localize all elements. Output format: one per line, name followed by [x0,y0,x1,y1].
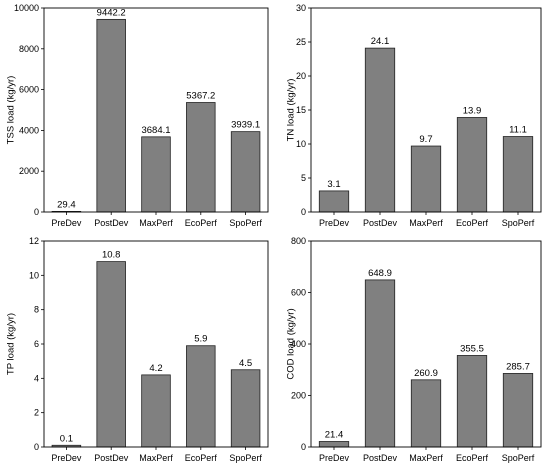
y-tick-label-tss-5: 10000 [14,3,39,13]
y-tick-label-tn-5: 25 [296,37,306,47]
bar-tn-ecoperf [456,117,488,213]
x-tick-label-tp-spoperf: SpoPerf [229,453,262,463]
y-tick-label-tn-1: 5 [301,173,306,183]
data-label-tss-predev: 29.4 [57,199,76,210]
y-tick-label-tp-6: 12 [29,236,39,246]
data-label-cod-postdev: 648.9 [368,268,392,279]
data-label-tp-maxperf: 4.2 [149,363,162,374]
bar-cod-spoperf [502,373,534,448]
bar-tn-predev [318,190,350,213]
y-tick-label-tn-2: 10 [296,139,306,149]
data-label-tss-ecoperf: 5367.2 [186,91,215,102]
x-tick-label-tss-ecoperf: EcoPerf [185,218,218,228]
data-label-tn-ecoperf: 13.9 [463,105,482,116]
bar-cod-ecoperf [456,355,488,448]
chart-panel-cod: 21.4 PreDev 648.9 PostDev 260.9 MaxPerf 355.5 E… [285,236,542,463]
y-tick-label-tn-3: 15 [296,105,306,115]
x-tick-label-tn-spoperf: SpoPerf [502,218,535,228]
plot-frame-tp [43,240,269,448]
y-tick-label-tp-3: 6 [34,339,39,349]
bar-tp-maxperf [141,374,171,448]
bar-tss-maxperf [141,136,171,213]
bar-tss-ecoperf [186,102,216,213]
x-tick-label-tp-maxperf: MaxPerf [139,453,173,463]
chart-panel-tn: 3.1 PreDev 24.1 PostDev 9.7 MaxPerf 13.9 EcoPer… [285,3,542,228]
y-tick-label-cod-0: 0 [301,442,306,452]
x-tick-label-tp-predev: PreDev [51,453,82,463]
x-tick-label-cod-postdev: PostDev [363,453,398,463]
y-tick-label-cod-3: 600 [291,288,306,298]
x-tick-label-tp-postdev: PostDev [94,453,129,463]
x-tick-label-cod-predev: PreDev [319,453,350,463]
bar-tn-postdev [364,47,396,213]
y-axis-title-tn: TN load (kg/yr) [285,79,296,142]
x-tick-label-tss-postdev: PostDev [94,218,129,228]
data-label-cod-ecoperf: 355.5 [460,343,484,354]
x-tick-label-cod-spoperf: SpoPerf [502,453,535,463]
data-label-tp-ecoperf: 5.9 [194,334,207,345]
y-tick-label-cod-4: 800 [291,236,306,246]
data-label-tn-predev: 3.1 [327,179,340,190]
x-tick-label-tss-spoperf: SpoPerf [229,218,262,228]
y-axis-title-tp: TP load (kg/yr) [5,313,16,375]
bar-tn-spoperf [502,136,534,213]
y-tick-label-cod-1: 200 [291,391,306,401]
bar-tp-spoperf [230,369,261,448]
data-label-cod-maxperf: 260.9 [414,368,438,379]
x-tick-label-tss-predev: PreDev [51,218,82,228]
x-tick-label-cod-maxperf: MaxPerf [409,453,443,463]
x-tick-label-tn-postdev: PostDev [363,218,398,228]
data-label-cod-predev: 21.4 [325,429,344,440]
y-tick-label-tss-0: 0 [34,207,39,217]
y-tick-label-tss-2: 4000 [19,125,39,135]
bar-cod-postdev [364,279,396,448]
y-tick-label-cod-2: 400 [291,339,306,349]
y-axis-title-cod: COD load (kg/yr) [285,308,296,379]
plot-frame-tn [310,7,542,213]
data-label-tss-postdev: 9442.2 [97,7,126,18]
bar-tss-spoperf [230,131,261,213]
data-label-tn-postdev: 24.1 [371,36,390,47]
data-label-tp-predev: 0.1 [60,433,73,444]
y-tick-label-tn-4: 20 [296,71,306,81]
data-label-tn-maxperf: 9.7 [419,134,432,145]
data-label-tn-spoperf: 11.1 [509,125,527,136]
chart-panel-tp: 0.1 PreDev 10.8 PostDev 4.2 MaxPerf 5.9 EcoPerf… [5,236,269,463]
bar-tn-maxperf [410,145,442,213]
bar-tp-postdev [96,261,126,448]
y-tick-label-tss-3: 6000 [19,85,39,95]
y-tick-label-tn-0: 0 [301,207,306,217]
y-tick-label-tp-0: 0 [34,442,39,452]
bar-tp-ecoperf [186,345,216,448]
x-tick-label-tp-ecoperf: EcoPerf [185,453,218,463]
x-tick-label-tn-maxperf: MaxPerf [409,218,443,228]
bar-tss-postdev [96,18,126,213]
chart-panel-tss: 29.4 PreDev 9442.2 PostDev 3684.1 MaxPerf 5367… [5,3,269,228]
y-tick-label-tp-4: 8 [34,305,39,315]
y-tick-label-tp-5: 10 [29,270,39,280]
data-label-tss-maxperf: 3684.1 [141,125,170,136]
y-axis-title-tss: TSS load (kg/yr) [5,76,16,145]
y-tick-label-tp-2: 4 [34,373,39,383]
plot-frame-cod [310,240,542,448]
x-tick-label-tn-predev: PreDev [319,218,350,228]
plot-frame-tss [43,7,269,213]
y-tick-label-tss-4: 8000 [19,44,39,54]
x-tick-label-tn-ecoperf: EcoPerf [456,218,489,228]
y-tick-label-tss-1: 2000 [19,166,39,176]
data-label-tp-spoperf: 4.5 [239,358,252,369]
x-tick-label-tss-maxperf: MaxPerf [139,218,173,228]
bar-cod-predev [318,441,350,448]
data-label-cod-spoperf: 285.7 [506,361,530,372]
data-label-tp-postdev: 10.8 [102,250,121,261]
y-tick-label-tp-1: 2 [34,408,39,418]
x-tick-label-cod-ecoperf: EcoPerf [456,453,489,463]
bar-cod-maxperf [410,379,442,448]
data-label-tss-spoperf: 3939.1 [231,120,260,131]
y-tick-label-tn-6: 30 [296,3,306,13]
